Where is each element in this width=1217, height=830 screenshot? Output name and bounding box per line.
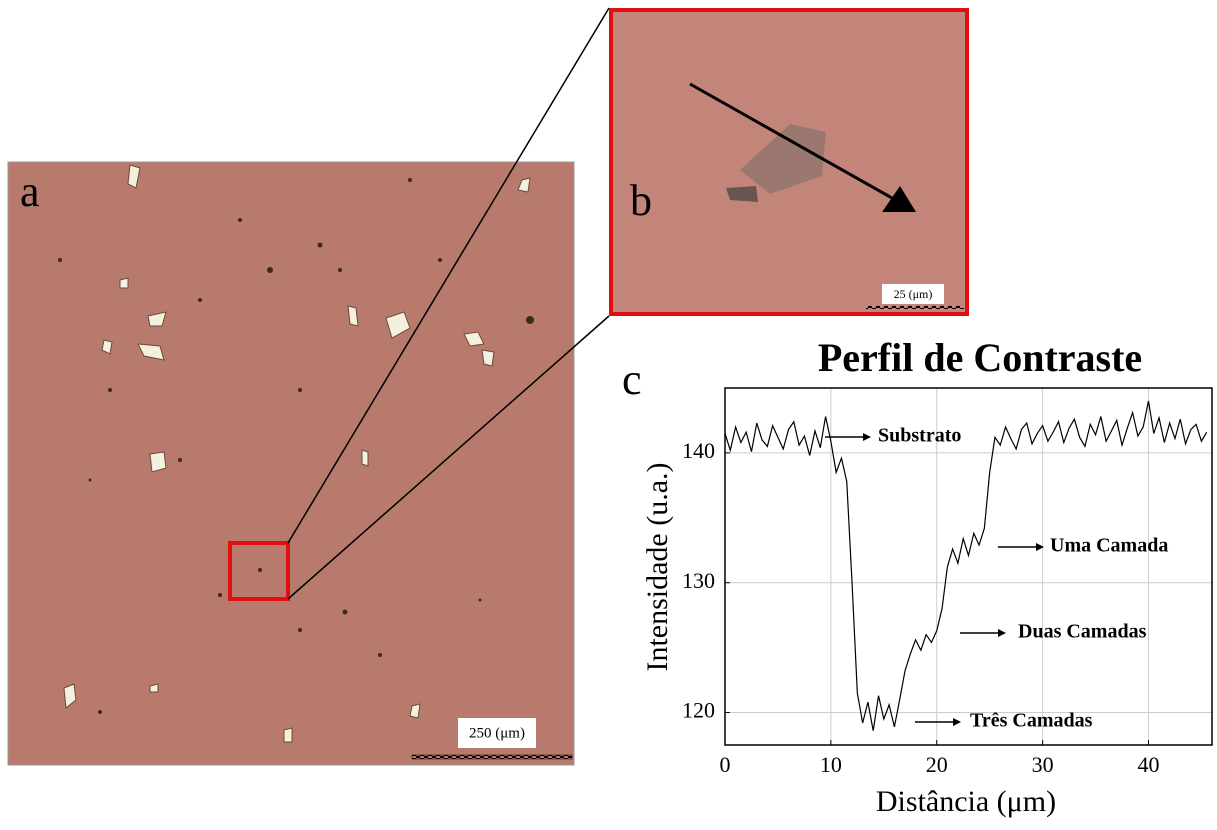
x-tick-label: 20 [926,752,948,777]
x-tick-label: 30 [1032,752,1054,777]
annotation-arrow-head [998,629,1006,637]
scale-box [458,718,536,748]
zoom-line [287,7,610,544]
flakes [63,164,531,743]
flake [726,186,758,202]
annotation-arrow-head [1036,543,1044,551]
annotation: Duas Camadas [1018,621,1147,643]
y-tick-label: 130 [682,568,715,593]
x-axis-label: Distância (μm) [876,785,1056,818]
panel-label: b [630,176,652,225]
y-tick-label: 120 [682,698,715,723]
debris [58,178,534,714]
scale-bar [866,306,964,309]
y-axis-label: Intensidade (u.a.) [641,462,674,671]
arrow-head [882,186,916,212]
x-tick-label: 0 [720,752,731,777]
profile-line [724,400,1208,731]
x-tick-label: 10 [820,752,842,777]
flake [740,124,826,194]
x-tick-label: 40 [1137,752,1159,777]
panel-label: a [20,167,40,216]
scale-bar-label: 25 (μm) [894,287,933,301]
annotation: Substrato [878,425,961,447]
arrow [689,82,893,200]
annotation: Três Camadas [970,710,1093,732]
scale-bar-label: 250 (μm) [469,725,525,741]
zoom-box [228,541,290,601]
scale-box [882,284,944,304]
zoom-line [287,315,610,600]
annotation-arrow-head [863,433,871,441]
panel-label: c [622,355,642,404]
micrograph-a [7,161,575,766]
scale-bar [411,754,573,760]
annotation-arrow-head [953,718,961,726]
annotation: Uma Camada [1050,535,1168,557]
chart-title: Perfil de Contraste [818,335,1142,380]
y-tick-label: 140 [682,438,715,463]
plot-frame [724,387,1213,746]
